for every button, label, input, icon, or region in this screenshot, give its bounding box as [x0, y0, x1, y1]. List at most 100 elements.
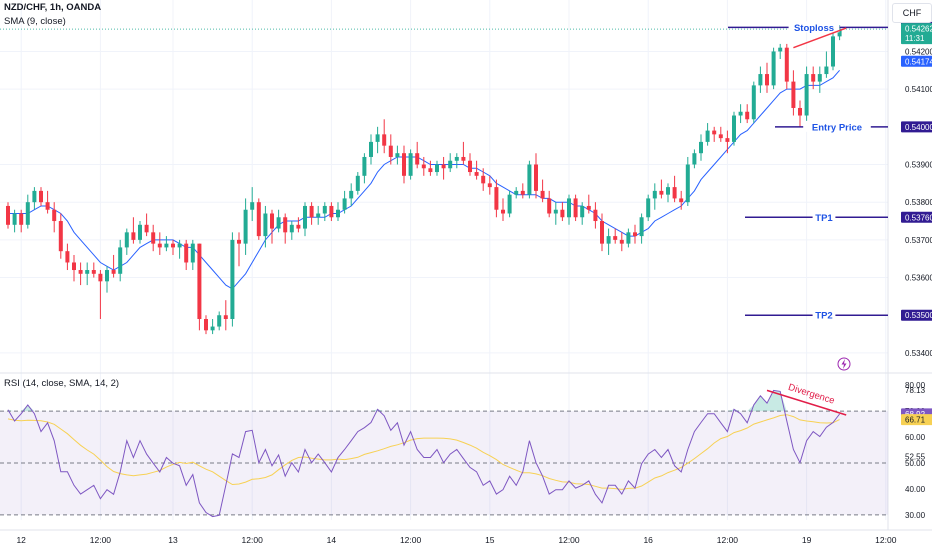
rsi-ma-value-tag[interactable]: 66.71: [905, 416, 926, 425]
candle: [408, 149, 413, 180]
candle: [824, 51, 829, 78]
level-label[interactable]: Entry Price: [812, 122, 862, 133]
candle: [784, 43, 789, 90]
candle: [12, 209, 17, 233]
candle: [481, 168, 486, 191]
candle: [811, 66, 816, 90]
candle-body: [421, 164, 426, 169]
candle-body: [679, 198, 684, 203]
candle: [32, 187, 37, 210]
candle-body: [613, 236, 618, 240]
candle: [454, 153, 459, 169]
level-tag[interactable]: 0.53500: [905, 311, 932, 320]
candle-body: [547, 198, 552, 214]
candle-body: [151, 232, 156, 244]
candle-body: [699, 141, 703, 154]
candle: [534, 153, 538, 199]
candle: [487, 175, 492, 195]
candle-body: [369, 141, 373, 157]
candle: [369, 134, 373, 165]
candle-body: [157, 243, 162, 248]
price-tick-label: 0.53700: [905, 236, 932, 245]
candle-body: [454, 156, 459, 161]
candle-body: [164, 243, 169, 248]
candle-body: [441, 164, 446, 169]
candle: [65, 243, 70, 271]
candle: [666, 183, 670, 203]
candle: [124, 228, 129, 255]
candle-body: [382, 134, 387, 146]
candle: [197, 243, 202, 331]
candle: [448, 153, 453, 173]
legend-sma[interactable]: SMA (9, close): [4, 16, 66, 27]
level-label[interactable]: TP2: [815, 311, 832, 322]
candle-body: [237, 239, 241, 244]
currency-label[interactable]: CHF: [892, 3, 932, 23]
level-tag-bg: [901, 309, 932, 321]
candle-body: [784, 47, 789, 82]
candle-body: [190, 243, 195, 263]
candle: [600, 213, 604, 252]
level-label[interactable]: TP1: [815, 213, 833, 224]
candle-body: [619, 239, 624, 244]
candle-body: [732, 115, 736, 142]
legend-symbol[interactable]: NZD/CHF, 1h, OANDA: [4, 2, 102, 13]
candle: [468, 153, 472, 176]
legend-rsi[interactable]: RSI (14, close, SMA, 14, 2): [4, 378, 120, 389]
candle-body: [388, 145, 393, 157]
candle: [580, 202, 585, 225]
current-price-tag[interactable]: 0.54262: [905, 25, 932, 34]
rsi-ma-line: [7, 414, 840, 490]
sma-value-tag[interactable]: 0.54174: [905, 57, 932, 66]
candle-body: [487, 183, 492, 188]
level-label-bg: [812, 211, 836, 223]
candle-body: [85, 270, 90, 274]
candle: [633, 224, 637, 244]
candle: [626, 228, 631, 248]
candle: [613, 228, 618, 244]
candle-body: [124, 232, 129, 248]
divergence-line: [766, 389, 847, 416]
candle-body: [375, 134, 380, 142]
candle: [553, 202, 558, 225]
candle: [758, 66, 763, 93]
candle-body: [501, 209, 505, 214]
level-label[interactable]: Stoploss: [794, 23, 834, 34]
candle-body: [204, 319, 208, 331]
candle-body: [316, 213, 321, 218]
candle-body: [771, 51, 776, 86]
candle-body: [798, 107, 802, 116]
candle: [586, 194, 591, 214]
candle: [342, 190, 347, 214]
countdown-tag[interactable]: 11:31: [905, 34, 925, 43]
candle: [692, 149, 697, 169]
candle: [349, 183, 354, 206]
candle: [791, 70, 796, 116]
candle: [593, 202, 598, 229]
candle: [659, 179, 664, 199]
candle-body: [210, 326, 215, 331]
candle-body: [580, 205, 585, 218]
candle: [547, 190, 552, 218]
level-label-bg: [803, 120, 871, 132]
candle: [91, 262, 96, 278]
rsi-tick-label: 50.00: [905, 459, 926, 468]
candle-body: [91, 270, 96, 274]
candle-body: [745, 111, 750, 120]
candle: [765, 62, 769, 93]
candle: [296, 217, 301, 233]
candle: [303, 202, 307, 237]
level-tag[interactable]: 0.54000: [905, 123, 932, 132]
level-tag-bg: [901, 121, 932, 133]
candle-body: [738, 111, 743, 116]
candle-body: [177, 243, 182, 248]
candle: [6, 202, 10, 229]
candle: [567, 194, 571, 225]
candle: [699, 134, 703, 161]
level-tag[interactable]: 0.53760: [905, 213, 932, 222]
candle: [520, 183, 525, 199]
candle-body: [289, 224, 294, 233]
candle: [309, 202, 314, 225]
